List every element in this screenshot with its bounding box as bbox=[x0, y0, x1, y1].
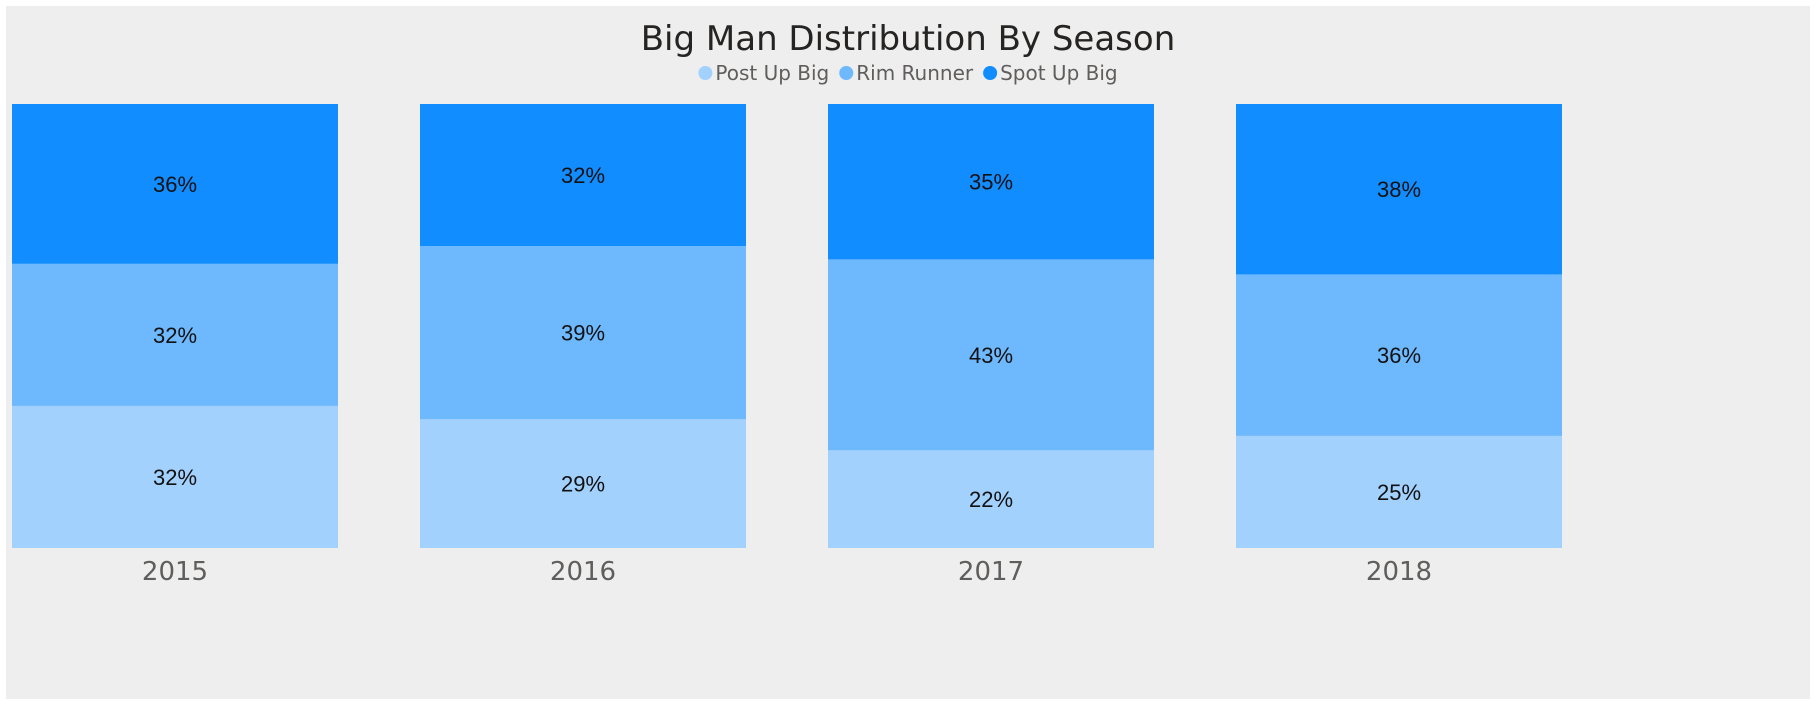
bar-segment-rim-runner-2016[interactable] bbox=[420, 246, 746, 420]
x-tick-label: 2017 bbox=[958, 557, 1024, 587]
bar-segment-post-up-big-2017[interactable] bbox=[828, 450, 1154, 548]
legend-label: Rim Runner bbox=[856, 61, 974, 85]
legend-item-spot-up-big[interactable]: Spot Up Big bbox=[983, 61, 1118, 85]
data-label: 29% bbox=[561, 472, 605, 497]
legend-marker-icon bbox=[698, 66, 713, 80]
bar-segment-spot-up-big-2018[interactable] bbox=[1236, 104, 1562, 275]
bar-segment-post-up-big-2016[interactable] bbox=[420, 419, 746, 548]
x-tick-label: 2018 bbox=[1366, 557, 1432, 587]
bar-segment-spot-up-big-2015[interactable] bbox=[12, 104, 338, 264]
legend: Post Up Big Rim Runner Spot Up Big bbox=[698, 61, 1118, 85]
bar-group-2018: 25% 36% 38% bbox=[1236, 104, 1562, 548]
bar-group-2017: 22% 43% 35% bbox=[828, 104, 1154, 548]
bar-group-2015: 32% 32% 36% bbox=[12, 104, 338, 548]
chart-title: Big Man Distribution By Season bbox=[641, 19, 1176, 59]
legend-label: Post Up Big bbox=[715, 61, 829, 85]
data-label: 25% bbox=[1377, 480, 1421, 505]
bar-segment-post-up-big-2018[interactable] bbox=[1236, 435, 1562, 548]
bar-segment-rim-runner-2018[interactable] bbox=[1236, 274, 1562, 436]
x-tick-label: 2015 bbox=[142, 557, 208, 587]
data-label: 36% bbox=[153, 172, 197, 197]
data-label: 38% bbox=[1377, 177, 1421, 202]
bars: 32% 32% 36% 29% 39% 32% 22% 43% 35% 25% 36% 38% bbox=[12, 104, 1562, 548]
legend-item-post-up-big[interactable]: Post Up Big bbox=[698, 61, 829, 85]
x-axis: 2015 2016 2017 2018 bbox=[142, 557, 1432, 587]
bar-segment-post-up-big-2015[interactable] bbox=[12, 405, 338, 548]
legend-item-rim-runner[interactable]: Rim Runner bbox=[839, 61, 974, 85]
legend-marker-icon bbox=[839, 66, 854, 80]
legend-label: Spot Up Big bbox=[1000, 61, 1118, 85]
stacked-bar-chart: Big Man Distribution By Season Post Up B… bbox=[12, 19, 1562, 587]
legend-marker-icon bbox=[983, 66, 998, 80]
data-label: 22% bbox=[969, 487, 1013, 512]
data-label: 35% bbox=[969, 170, 1013, 195]
bar-segment-rim-runner-2017[interactable] bbox=[828, 259, 1154, 451]
data-label: 39% bbox=[561, 321, 605, 346]
data-label: 32% bbox=[153, 323, 197, 348]
data-label: 36% bbox=[1377, 343, 1421, 368]
data-label: 43% bbox=[969, 343, 1013, 368]
data-label: 32% bbox=[153, 465, 197, 490]
data-label: 32% bbox=[561, 163, 605, 188]
bar-segment-spot-up-big-2016[interactable] bbox=[420, 104, 746, 247]
bar-segment-rim-runner-2015[interactable] bbox=[12, 263, 338, 406]
bar-segment-spot-up-big-2017[interactable] bbox=[828, 104, 1154, 260]
chart-frame: Big Man Distribution By Season Post Up B… bbox=[6, 6, 1810, 699]
bar-group-2016: 29% 39% 32% bbox=[420, 104, 746, 548]
x-tick-label: 2016 bbox=[550, 557, 616, 587]
